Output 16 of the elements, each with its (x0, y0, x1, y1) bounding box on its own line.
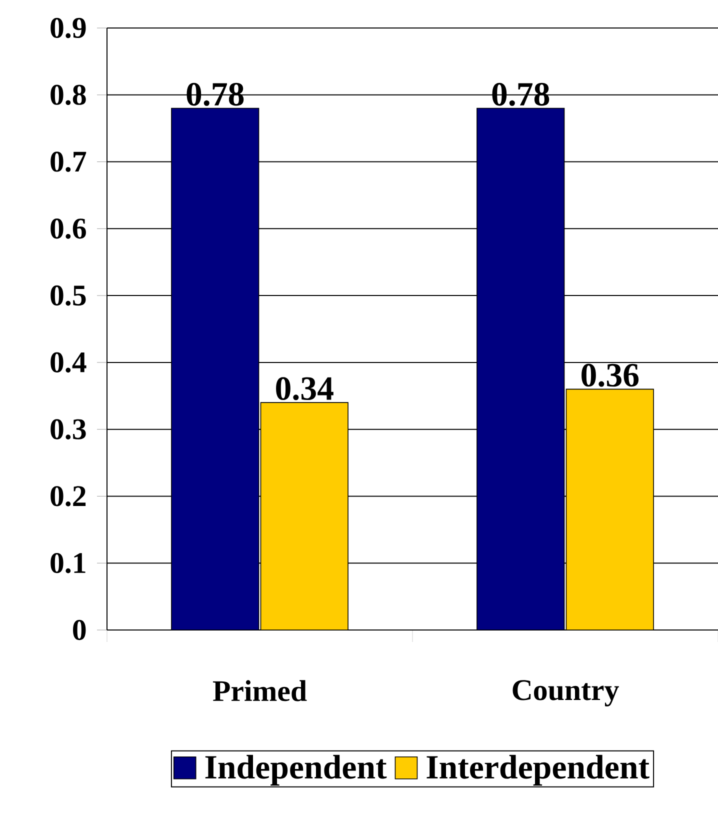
y-tick-label: 0 (73, 620, 86, 640)
legend-label: Interdependent (426, 754, 650, 786)
y-tick-label: 0.2 (50, 486, 86, 506)
y-tick-label: 0.1 (50, 552, 86, 574)
x-tick-label: Primed (212, 680, 307, 702)
y-tick-label: 0.6 (50, 218, 86, 239)
y-tick-label: 0.9 (50, 18, 86, 38)
legend-label: Independent (205, 754, 387, 786)
y-tick-label: 0.5 (50, 285, 86, 306)
y-tick-label: 0.4 (50, 352, 86, 373)
x-tick-label: Country (512, 680, 619, 706)
y-tick-label: 0.7 (50, 152, 86, 172)
y-tick-label: 0.3 (50, 419, 86, 440)
y-tick-label: 0.8 (50, 84, 86, 106)
data-label: 0.34 (276, 377, 334, 400)
data-label: 0.36 (582, 364, 639, 387)
